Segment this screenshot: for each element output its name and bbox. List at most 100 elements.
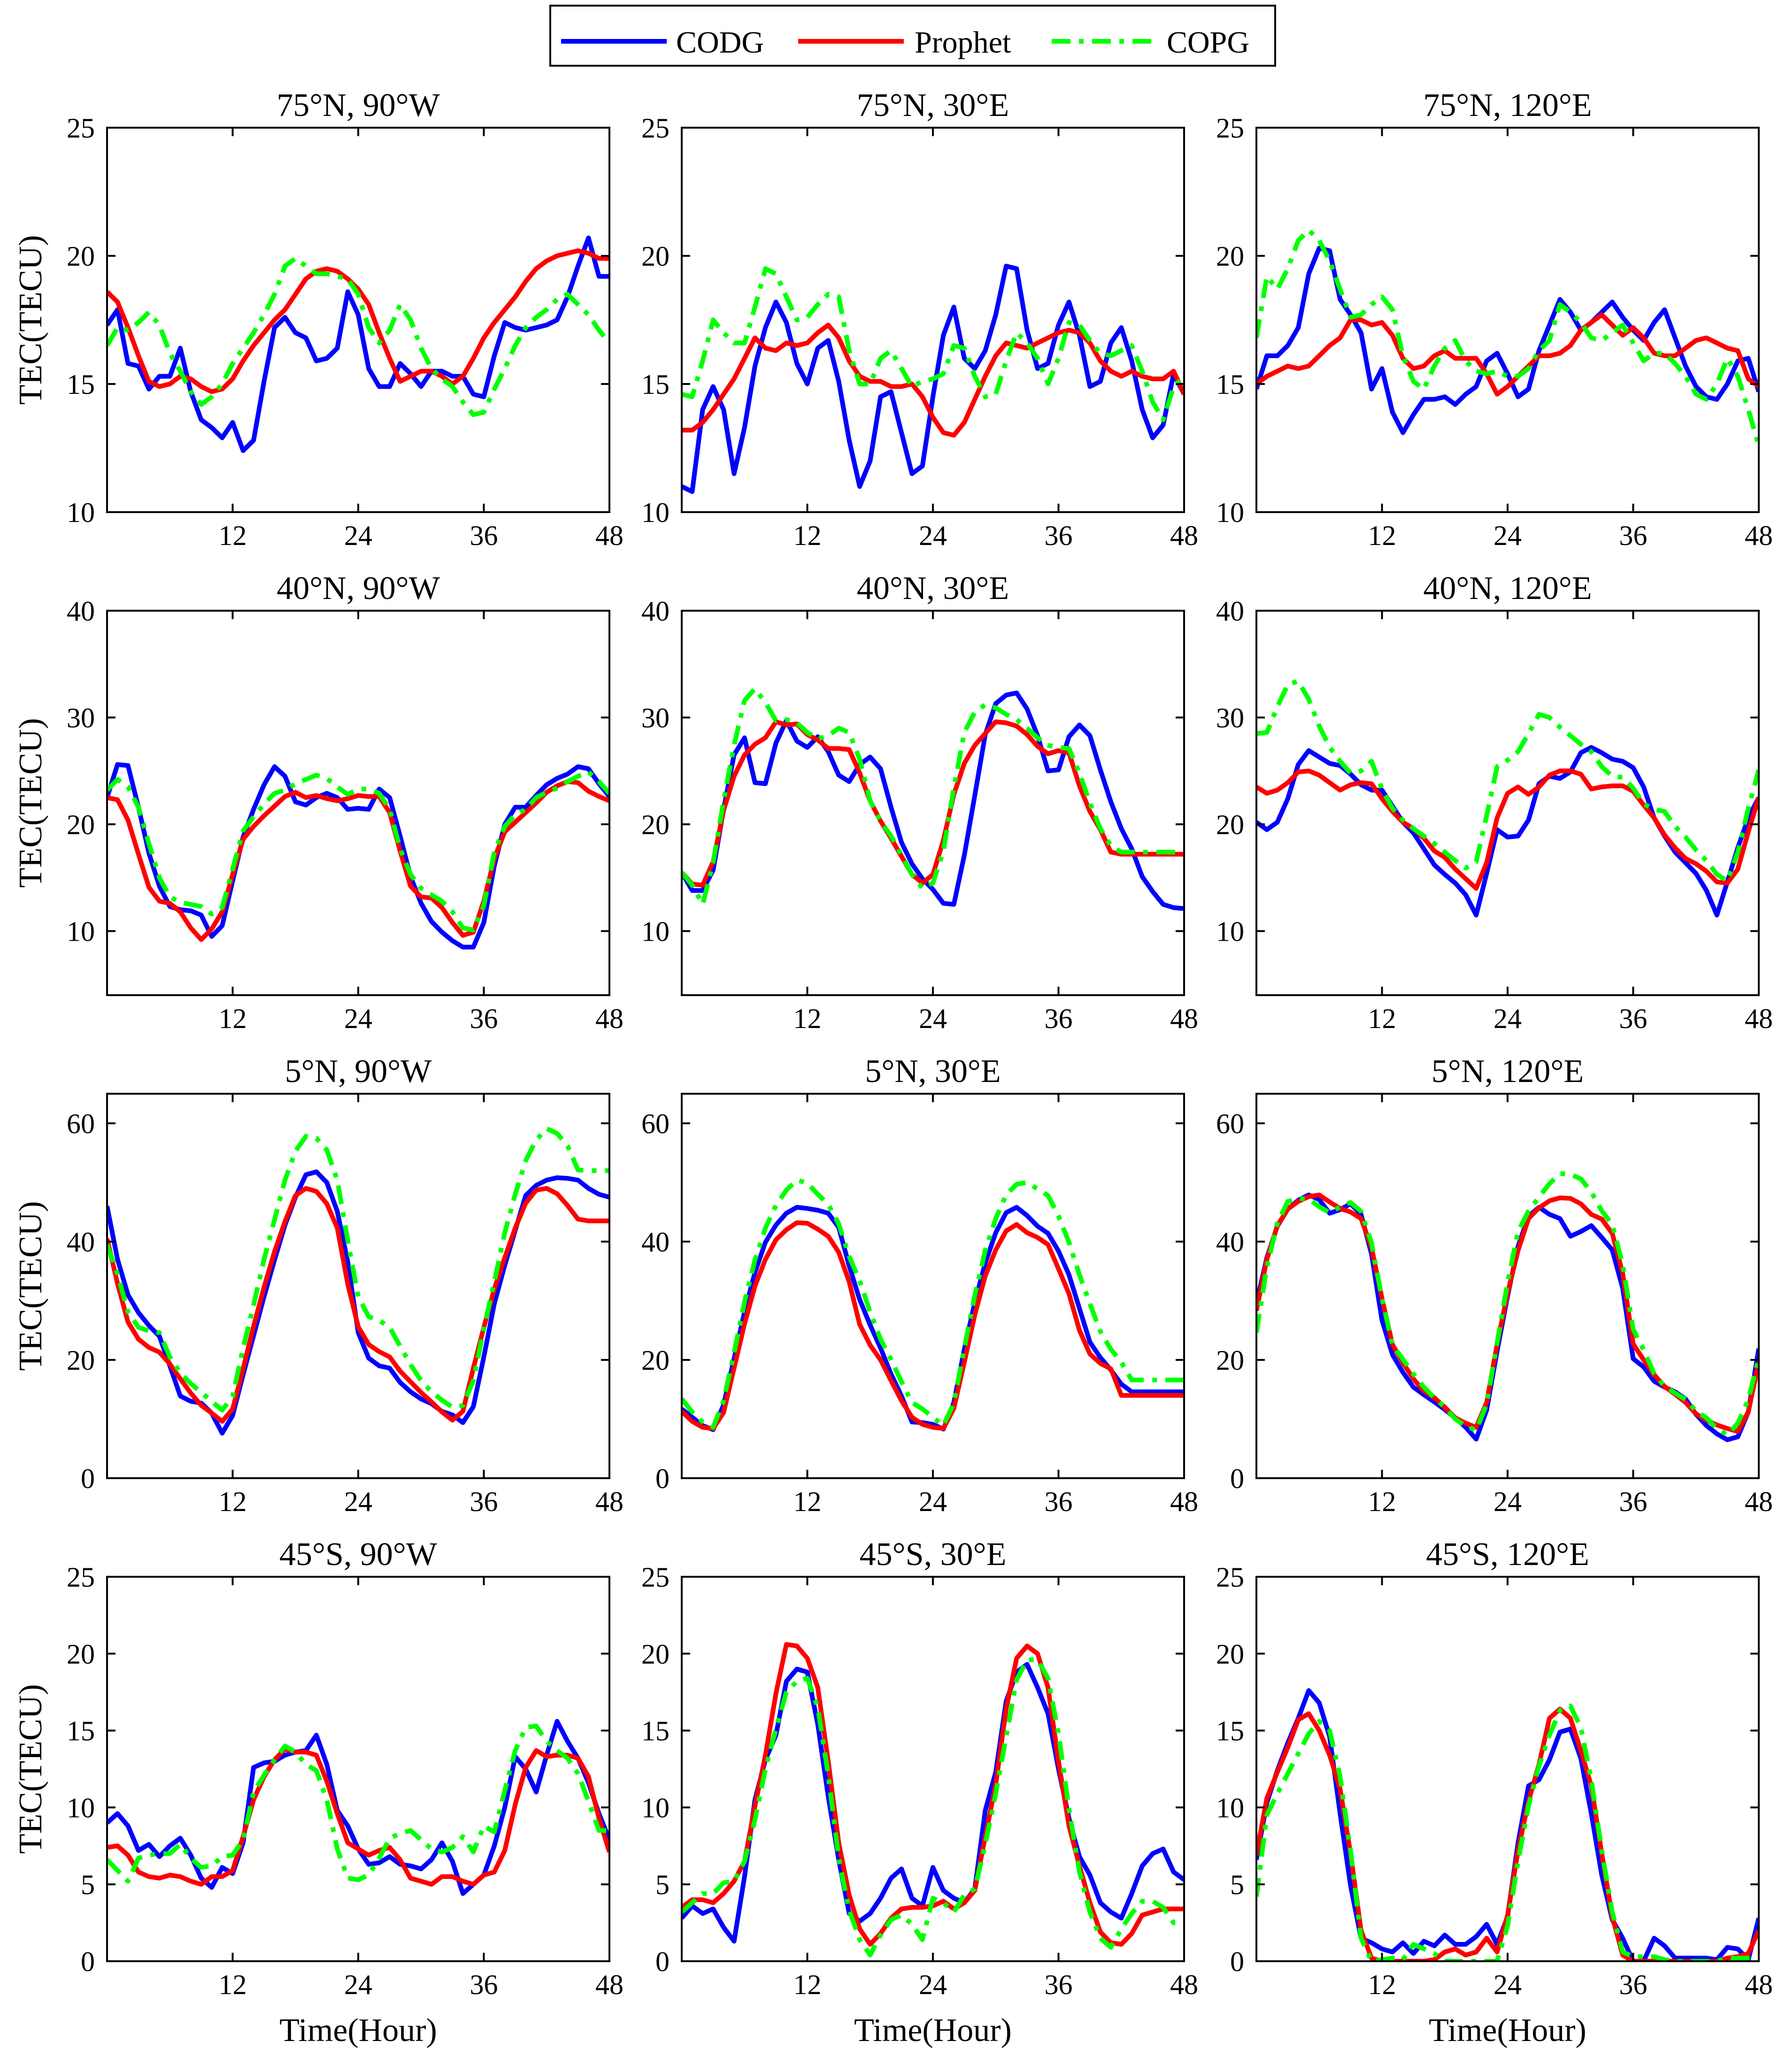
- y-tick-label: 20: [1216, 1639, 1244, 1670]
- x-tick-label: 12: [219, 1486, 247, 1517]
- panel-title: 75°N, 120°E: [1423, 87, 1592, 123]
- y-tick-label: 25: [1216, 113, 1244, 144]
- x-tick-label: 36: [1619, 520, 1647, 551]
- y-axis-label: TEC(TECU): [13, 235, 49, 405]
- y-tick-label: 15: [1216, 369, 1244, 400]
- series-line-copg: [1256, 1171, 1759, 1437]
- x-tick-label: 48: [1745, 1003, 1773, 1034]
- y-tick-label: 25: [1216, 1562, 1244, 1593]
- y-tick-label: 20: [67, 1345, 95, 1376]
- series-group: [682, 1178, 1184, 1432]
- legend-box: [549, 5, 1276, 67]
- y-tick-label: 20: [67, 241, 95, 272]
- series-line-codg: [107, 1169, 609, 1436]
- y-tick-label: 30: [641, 703, 670, 734]
- y-tick-label: 25: [641, 1562, 670, 1593]
- y-axis-label: TEC(TECU): [13, 1684, 49, 1854]
- x-tick-label: 12: [793, 1486, 822, 1517]
- y-tick-label: 25: [67, 113, 95, 144]
- x-tick-label: 24: [919, 1486, 947, 1517]
- plot-area: [682, 128, 1184, 512]
- panel-6: 12 24 36 48 10 20 30 40 40°N, 120°E: [1216, 570, 1773, 1034]
- series-line-copg: [107, 256, 609, 417]
- panel-title: 40°N, 30°E: [857, 570, 1009, 606]
- panel-8: 12 24 36 48 0 20 40 60 5°N, 30°E: [641, 1053, 1198, 1517]
- series-line-prophet: [682, 322, 1184, 438]
- x-tick-label: 36: [470, 520, 498, 551]
- series-line-copg: [682, 266, 1184, 422]
- x-tick-label: 48: [1170, 1486, 1198, 1517]
- legend-label-codg: CODG: [676, 25, 764, 60]
- series-line-prophet: [107, 1746, 609, 1887]
- series-group: [1256, 1688, 1759, 1961]
- series-line-prophet: [1256, 312, 1759, 397]
- plot-area: [1256, 611, 1759, 995]
- y-tick-label: 15: [641, 1716, 670, 1747]
- panel-4: 12 24 36 48 10 20 30 40 40°N, 90°W TEC(TECU): [13, 570, 624, 1034]
- x-tick-label: 12: [1368, 1486, 1396, 1517]
- x-tick-label: 48: [1745, 1969, 1773, 2000]
- y-tick-label: 10: [67, 497, 95, 528]
- series-group: [107, 235, 609, 453]
- y-tick-label: 0: [655, 1946, 670, 1977]
- y-tick-label: 20: [67, 1639, 95, 1670]
- series-line-prophet: [107, 779, 609, 942]
- x-tick-label: 36: [1045, 1003, 1073, 1034]
- series-group: [682, 686, 1184, 911]
- y-tick-label: 25: [67, 1562, 95, 1593]
- x-tick-label: 24: [1493, 1486, 1522, 1517]
- y-tick-label: 20: [641, 1345, 670, 1376]
- y-tick-label: 10: [67, 916, 95, 947]
- y-tick-label: 40: [641, 1227, 670, 1258]
- series-line-copg: [1256, 1704, 1759, 1961]
- series-group: [1256, 228, 1759, 446]
- x-tick-label: 36: [1045, 1969, 1073, 2000]
- series-group: [107, 1126, 609, 1436]
- y-tick-label: 15: [1216, 1716, 1244, 1747]
- y-tick-label: 20: [1216, 809, 1244, 840]
- panel-3: 12 24 36 48 10 15 20 25 75°N, 120°E: [1216, 87, 1773, 551]
- y-tick-label: 15: [67, 1716, 95, 1747]
- panel-title: 45°S, 90°W: [279, 1536, 437, 1573]
- plot-area: [107, 1094, 609, 1478]
- series-line-codg: [1256, 745, 1759, 918]
- y-tick-label: 20: [67, 809, 95, 840]
- y-tick-label: 10: [641, 916, 670, 947]
- y-tick-label: 60: [1216, 1108, 1244, 1139]
- x-tick-label: 48: [595, 1969, 624, 2000]
- series-line-prophet: [107, 1186, 609, 1424]
- series-line-copg: [1256, 679, 1759, 883]
- x-tick-label: 36: [1619, 1969, 1647, 2000]
- x-tick-label: 48: [595, 1486, 624, 1517]
- panel-title: 40°N, 90°W: [277, 570, 440, 606]
- x-tick-label: 24: [1493, 520, 1522, 551]
- x-tick-label: 48: [1745, 1486, 1773, 1517]
- series-group: [107, 1719, 609, 1896]
- x-tick-label: 12: [1368, 1003, 1396, 1034]
- y-tick-label: 20: [641, 241, 670, 272]
- y-tick-label: 5: [655, 1869, 670, 1900]
- series-group: [1256, 1171, 1759, 1443]
- x-axis-label: Time(Hour): [1429, 2012, 1586, 2049]
- series-group: [682, 1642, 1184, 1957]
- series-line-prophet: [1256, 768, 1759, 891]
- panels-grid: 12 24 36 48 10 15 20 25 75°N, 90°W TEC(TECU) 12 24 3…: [13, 87, 1773, 2049]
- y-tick-label: 0: [81, 1463, 95, 1494]
- panel-title: 40°N, 120°E: [1423, 570, 1592, 606]
- series-line-codg: [682, 1205, 1184, 1432]
- series-group: [1256, 679, 1759, 918]
- x-tick-label: 36: [1045, 520, 1073, 551]
- panel-10: 12 24 36 48 0 5 10 15 20 25 45°S, 90°W TEC(TECU) Tim…: [13, 1536, 624, 2049]
- panel-title: 75°N, 30°E: [857, 87, 1009, 123]
- x-tick-label: 24: [344, 1486, 372, 1517]
- y-axis-label: TEC(TECU): [13, 1201, 49, 1371]
- x-tick-label: 24: [919, 1003, 947, 1034]
- y-tick-label: 10: [641, 1792, 670, 1823]
- y-tick-label: 60: [67, 1108, 95, 1139]
- x-tick-label: 36: [470, 1969, 498, 2000]
- x-tick-label: 48: [595, 520, 624, 551]
- series-line-copg: [682, 1657, 1184, 1957]
- x-tick-label: 36: [1619, 1486, 1647, 1517]
- y-tick-label: 0: [1230, 1946, 1244, 1977]
- y-tick-label: 40: [641, 596, 670, 627]
